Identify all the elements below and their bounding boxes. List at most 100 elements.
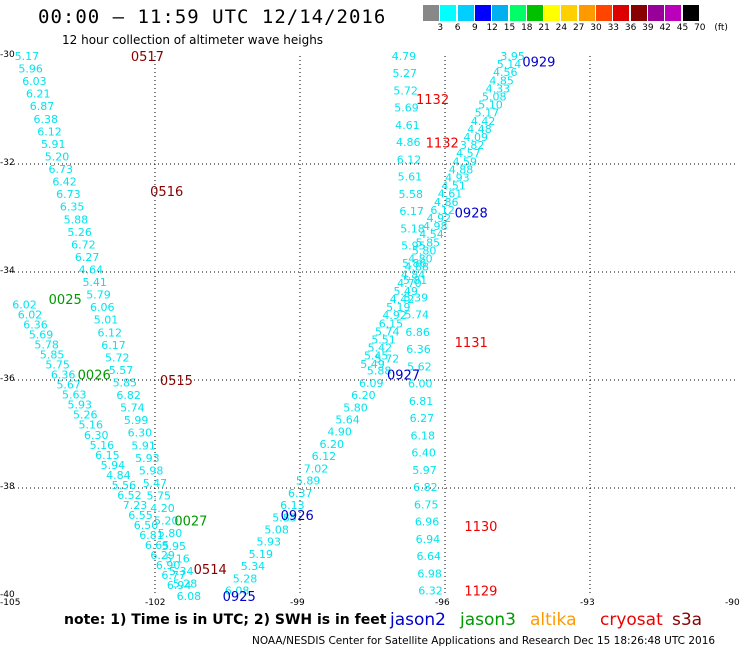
swh-value: 6.21 bbox=[26, 88, 51, 101]
swh-value: 4.09 bbox=[464, 131, 489, 144]
colorbar-label: (ft) bbox=[714, 23, 728, 33]
swh-value: 6.40 bbox=[411, 447, 436, 460]
colorbar-swatch bbox=[682, 5, 699, 21]
swh-value: 5.72 bbox=[375, 352, 400, 365]
swh-value: 5.08 bbox=[264, 523, 289, 536]
swh-value: 6.73 bbox=[49, 163, 74, 176]
swh-value: 4.85 bbox=[489, 74, 514, 87]
swh-value: 4.70 bbox=[397, 277, 422, 290]
swh-value: 6.35 bbox=[60, 201, 85, 214]
swh-value: 6.52 bbox=[117, 489, 142, 502]
lat-tick-label: -40 bbox=[0, 590, 15, 600]
swh-value: 5.47 bbox=[143, 477, 168, 490]
swh-value: 6.94 bbox=[167, 579, 192, 592]
colorbar-swatch bbox=[509, 5, 526, 21]
swh-value: 6.42 bbox=[52, 176, 77, 189]
swh-value: 6.20 bbox=[320, 438, 345, 451]
swh-value: 6.12 bbox=[397, 153, 422, 166]
swh-value: 4.88 bbox=[449, 163, 474, 176]
swh-value: 5.72 bbox=[105, 351, 130, 364]
swh-value: 4.57 bbox=[456, 147, 481, 160]
swh-value: 6.86 bbox=[405, 326, 430, 339]
swh-value: 5.17 bbox=[15, 50, 40, 63]
swh-value: 6.72 bbox=[71, 238, 96, 251]
swh-value: 6.30 bbox=[128, 427, 153, 440]
swh-value: 6.13 bbox=[280, 499, 305, 512]
swh-value: 3.95 bbox=[500, 50, 525, 63]
credit-text: NOAA/NESDIS Center for Satellite Applica… bbox=[252, 635, 716, 647]
swh-value: 6.30 bbox=[84, 429, 109, 442]
swh-value: 6.55 bbox=[128, 509, 153, 522]
swh-track: 5.495.455.425.515.746.154.925.194.425.49… bbox=[360, 50, 525, 371]
swh-value: 5.20 bbox=[45, 150, 70, 163]
swh-value: 4.42 bbox=[471, 115, 496, 128]
swh-value: 5.85 bbox=[40, 349, 65, 362]
swh-value: 6.09 bbox=[359, 377, 384, 390]
swh-value: 6.82 bbox=[413, 481, 438, 494]
swh-value: 6.03 bbox=[22, 75, 47, 88]
swh-value: 5.93 bbox=[67, 399, 92, 412]
swh-value: 5.42 bbox=[368, 342, 393, 355]
swh-value: 6.96 bbox=[415, 516, 440, 529]
swh-value: 5.26 bbox=[73, 409, 98, 422]
swh-value: 4.80 bbox=[408, 253, 433, 266]
lat-tick-label: -36 bbox=[0, 374, 15, 384]
colorbar-swatch bbox=[457, 5, 474, 21]
pass-time-label: 0515 bbox=[160, 374, 193, 389]
swh-value: 5.10 bbox=[478, 99, 503, 112]
swh-value: 5.93 bbox=[256, 536, 281, 549]
swh-value: 5.18 bbox=[400, 222, 425, 235]
pass-time-label: 1132 bbox=[416, 93, 449, 108]
swh-value: 5.80 bbox=[158, 527, 183, 540]
swh-value: 5.19 bbox=[249, 548, 274, 561]
colorbar-swatch bbox=[561, 5, 578, 21]
swh-value: 5.86 bbox=[402, 257, 427, 270]
pass-time-label: 0027 bbox=[174, 514, 207, 529]
swh-value: 5.61 bbox=[398, 171, 423, 184]
lat-tick-label: -32 bbox=[0, 158, 15, 168]
swh-value: 5.01 bbox=[94, 314, 119, 327]
swh-value: 6.38 bbox=[33, 113, 58, 126]
swh-value: 6.17 bbox=[101, 339, 126, 352]
swh-value: 5.16 bbox=[79, 419, 104, 432]
swh-value: 4.61 bbox=[438, 188, 463, 201]
swh-value: 6.36 bbox=[406, 343, 431, 356]
swh-value: 6.20 bbox=[351, 389, 376, 402]
swh-value: 4.59 bbox=[452, 155, 477, 168]
lat-tick-label: -34 bbox=[0, 266, 15, 276]
swh-value: 4.61 bbox=[395, 119, 420, 132]
note-text: note: 1) Time is in UTC; 2) SWH is in fe… bbox=[64, 612, 387, 628]
colorbar-swatch bbox=[630, 5, 647, 21]
swh-value: 6.02 bbox=[18, 308, 43, 321]
swh-value: 5.51 bbox=[371, 334, 396, 347]
swh-value: 6.02 bbox=[12, 298, 37, 311]
swh-value: 6.18 bbox=[411, 429, 436, 442]
swh-value: 5.74 bbox=[405, 309, 430, 322]
swh-value: 5.93 bbox=[135, 452, 160, 465]
swh-value: 5.64 bbox=[335, 414, 360, 427]
swh-value: 6.90 bbox=[156, 559, 181, 572]
swh-value: 5.49 bbox=[393, 285, 418, 298]
swh-value: 7.02 bbox=[304, 462, 329, 475]
swh-value: 5.89 bbox=[296, 475, 321, 488]
swh-value: 6.82 bbox=[116, 389, 141, 402]
swh-value: 6.00 bbox=[408, 378, 433, 391]
swh-value: 5.91 bbox=[41, 138, 66, 151]
swh-value: 5.39 bbox=[404, 291, 429, 304]
swh-value: 7.23 bbox=[123, 499, 148, 512]
colorbar-label: 33 bbox=[607, 23, 620, 33]
swh-value: 5.14 bbox=[497, 58, 522, 71]
swh-value: 6.12 bbox=[98, 326, 123, 339]
swh-value: 5.08 bbox=[482, 91, 507, 104]
swh-value: 5.16 bbox=[90, 439, 115, 452]
swh-value: 6.27 bbox=[75, 251, 100, 264]
page-subtitle: 12 hour collection of altimeter wave hei… bbox=[62, 33, 324, 47]
swh-value: 5.67 bbox=[56, 379, 81, 392]
swh-value: 6.81 bbox=[409, 395, 434, 408]
swh-value: 4.20 bbox=[150, 502, 175, 515]
swh-value: 5.97 bbox=[412, 464, 437, 477]
swh-value: 5.49 bbox=[360, 358, 385, 371]
swh-value: 4.90 bbox=[327, 426, 352, 439]
legend-item-cryosat: cryosat bbox=[600, 610, 663, 630]
